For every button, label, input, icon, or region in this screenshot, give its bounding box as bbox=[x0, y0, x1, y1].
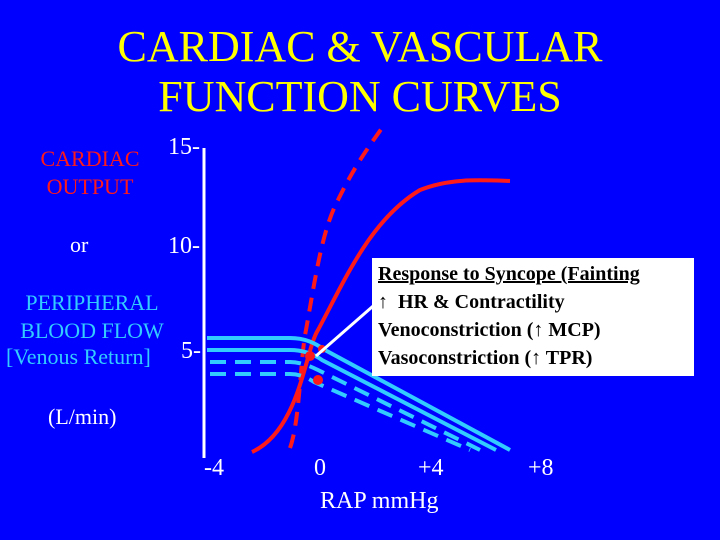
y-tick-10: 10- bbox=[168, 233, 200, 259]
y-label-venous-return: [Venous Return] bbox=[6, 344, 151, 369]
y-tick-15: 15- bbox=[168, 134, 200, 160]
equilibrium-point-2 bbox=[313, 375, 323, 385]
y-tick-5: 5- bbox=[181, 338, 201, 364]
y-label-or: or bbox=[70, 232, 89, 257]
cardiac-curve-syncope-dashed bbox=[288, 126, 384, 449]
x-tick-minus-4: -4 bbox=[204, 455, 224, 481]
annotation-veno-text: Venoconstriction ( bbox=[378, 319, 534, 341]
annotation-line-veno: Venoconstriction (↑ MCP) bbox=[378, 316, 690, 344]
annotation-heading: Response to Syncope (Fainting bbox=[378, 263, 640, 285]
y-label-cardiac: CARDIAC bbox=[40, 146, 140, 171]
x-axis-label: RAP mmHg bbox=[320, 488, 439, 514]
annotation-tpr-text: TPR) bbox=[541, 347, 593, 369]
y-label-peripheral: PERIPHERAL bbox=[25, 290, 159, 315]
vascular-curve-dashed-2 bbox=[210, 372, 471, 452]
x-tick-plus-4: +4 bbox=[418, 455, 444, 481]
syncope-response-box: Response to Syncope (Fainting ↑ HR & Con… bbox=[372, 258, 694, 376]
x-tick-plus-8: +8 bbox=[528, 455, 554, 481]
up-arrow-icon: ↑ bbox=[378, 291, 388, 313]
y-label-units: (L/min) bbox=[48, 404, 117, 429]
y-label-blood-flow: BLOOD FLOW bbox=[20, 318, 164, 343]
page-title-line-1: CARDIAC & VASCULAR bbox=[117, 22, 603, 71]
annotation-hr-text: HR & Contractility bbox=[398, 291, 565, 313]
y-label-output: OUTPUT bbox=[46, 174, 134, 199]
up-arrow-icon: ↑ bbox=[533, 319, 544, 341]
cardiac-curve-baseline bbox=[251, 178, 511, 454]
annotation-line-hr: ↑ HR & Contractility bbox=[378, 288, 690, 316]
up-arrow-icon: ↑ bbox=[531, 347, 542, 369]
annotation-mcp-text: MCP) bbox=[543, 319, 601, 341]
vascular-curve-dashed-1 bbox=[210, 360, 481, 452]
annotation-pointer bbox=[315, 298, 381, 358]
x-tick-0: 0 bbox=[314, 455, 326, 481]
equilibrium-point-1 bbox=[305, 351, 315, 361]
page-title-line-2: FUNCTION CURVES bbox=[158, 72, 562, 121]
annotation-line-vaso: Vasoconstriction (↑ TPR) bbox=[378, 344, 690, 372]
annotation-vaso-text: Vasoconstriction ( bbox=[378, 347, 532, 369]
